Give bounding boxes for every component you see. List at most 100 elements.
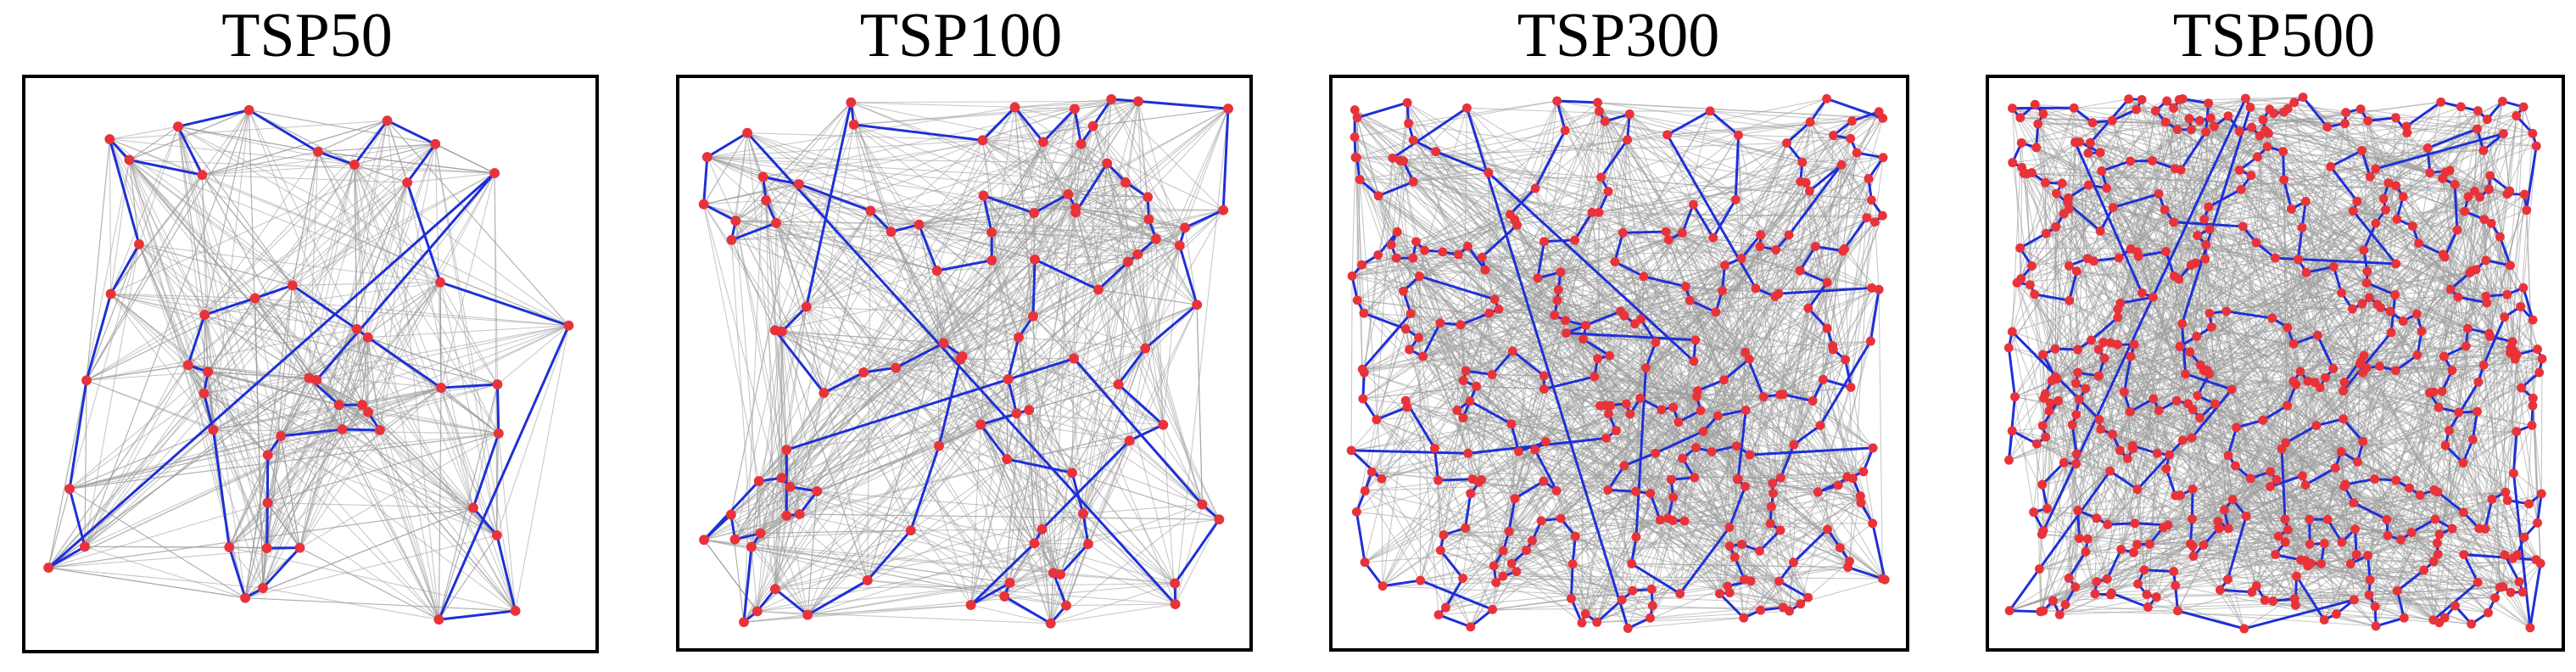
candidate-edge <box>379 429 498 536</box>
candidate-edge <box>204 393 300 548</box>
candidate-edge <box>1360 139 1628 181</box>
candidate-edge <box>1721 290 1725 380</box>
city-node <box>1539 476 1549 486</box>
tour-edge <box>1356 101 1408 120</box>
tour-edge <box>1439 549 1464 580</box>
city-node <box>701 152 712 163</box>
candidate-edge <box>1092 126 1203 505</box>
candidate-edge <box>1362 368 1850 563</box>
candidate-edge <box>338 337 369 406</box>
candidate-edge <box>2079 141 2396 187</box>
city-node <box>1180 222 1190 233</box>
candidate-edge <box>703 183 800 205</box>
city-node <box>769 325 780 336</box>
candidate-edge <box>138 244 205 316</box>
city-node <box>243 104 254 115</box>
city-node <box>1663 235 1674 244</box>
city-node <box>1769 488 1778 498</box>
city-node <box>1657 405 1667 415</box>
candidate-edge <box>807 424 981 616</box>
city-node <box>1087 120 1098 132</box>
candidate-edge <box>2472 439 2480 529</box>
city-node <box>781 445 792 456</box>
city-node <box>124 154 135 165</box>
city-node <box>1880 574 1890 585</box>
city-node <box>1402 98 1412 108</box>
candidate-edge <box>86 174 203 381</box>
candidate-edge <box>1032 288 1099 317</box>
city-node <box>1014 332 1024 343</box>
candidate-edge <box>109 139 112 294</box>
candidate-edge <box>1532 540 1586 614</box>
candidate-edge <box>730 342 944 515</box>
tour-edge <box>439 281 569 328</box>
candidate-edge <box>249 109 358 330</box>
candidate-edge <box>1591 211 1861 497</box>
candidate-edge <box>1175 504 1203 605</box>
city-node <box>801 301 812 312</box>
candidate-edge <box>1406 102 1493 375</box>
candidate-edge <box>317 151 474 508</box>
candidate-edge <box>1405 312 1490 401</box>
candidate-edge <box>775 222 807 307</box>
candidate-edge <box>1537 177 1869 279</box>
candidate-edge <box>757 424 1164 612</box>
city-node <box>436 383 446 393</box>
candidate-edge <box>1668 518 1828 530</box>
candidate-edge <box>775 222 1054 574</box>
candidate-edge <box>1155 238 1164 425</box>
candidate-edge <box>1014 106 1126 183</box>
candidate-edge <box>760 529 911 535</box>
candidate-edge <box>1363 158 1394 373</box>
candidate-edge <box>2076 414 2506 556</box>
candidate-edge <box>1607 396 1697 490</box>
tour-edge <box>853 123 983 142</box>
city-node <box>1768 479 1778 488</box>
city-node <box>858 367 869 378</box>
candidate-edge <box>1418 276 1422 581</box>
city-node <box>276 431 287 441</box>
city-node <box>726 234 737 245</box>
candidate-edge <box>439 282 498 385</box>
city-node <box>1392 227 1402 237</box>
candidate-edge <box>1110 98 1186 228</box>
candidate-edge <box>317 143 436 153</box>
tour-edge <box>1081 513 1090 545</box>
city-node <box>1835 543 1845 552</box>
city-node <box>1358 394 1368 404</box>
candidate-edge <box>110 293 255 299</box>
candidate-edge <box>1354 137 1774 484</box>
candidate-edge <box>440 172 495 389</box>
city-node <box>224 542 235 552</box>
candidate-edge <box>204 284 293 394</box>
candidate-edge <box>367 337 517 612</box>
candidate-edge <box>943 342 1017 414</box>
city-node <box>1002 454 1013 464</box>
candidate-edge <box>177 126 268 549</box>
city-node <box>203 367 214 378</box>
candidate-edge <box>1514 219 1776 250</box>
city-node <box>1846 133 1856 143</box>
candidate-edge <box>1745 484 1839 488</box>
candidate-edge <box>299 429 381 548</box>
city-node <box>1366 467 1377 477</box>
candidate-edge <box>1782 345 1834 395</box>
candidate-edge <box>1074 109 1076 213</box>
tour-edge <box>1778 580 1809 599</box>
tour-edge <box>1792 424 1821 446</box>
candidate-edge <box>851 102 1149 220</box>
candidate-edge <box>758 481 762 534</box>
candidate-edge <box>707 156 1176 585</box>
candidate-edge <box>1823 379 1829 529</box>
candidate-edge <box>2510 557 2514 593</box>
candidate-edge <box>983 195 1149 220</box>
candidate-edge <box>86 244 140 381</box>
city-node <box>1592 617 1602 627</box>
candidate-edge <box>1534 188 1587 326</box>
city-node <box>1388 153 1398 163</box>
city-node <box>1803 592 1813 602</box>
candidate-edge <box>1462 578 1752 582</box>
candidate-edge <box>1610 405 1636 492</box>
candidate-edge <box>758 480 776 590</box>
candidate-edge <box>751 546 758 612</box>
